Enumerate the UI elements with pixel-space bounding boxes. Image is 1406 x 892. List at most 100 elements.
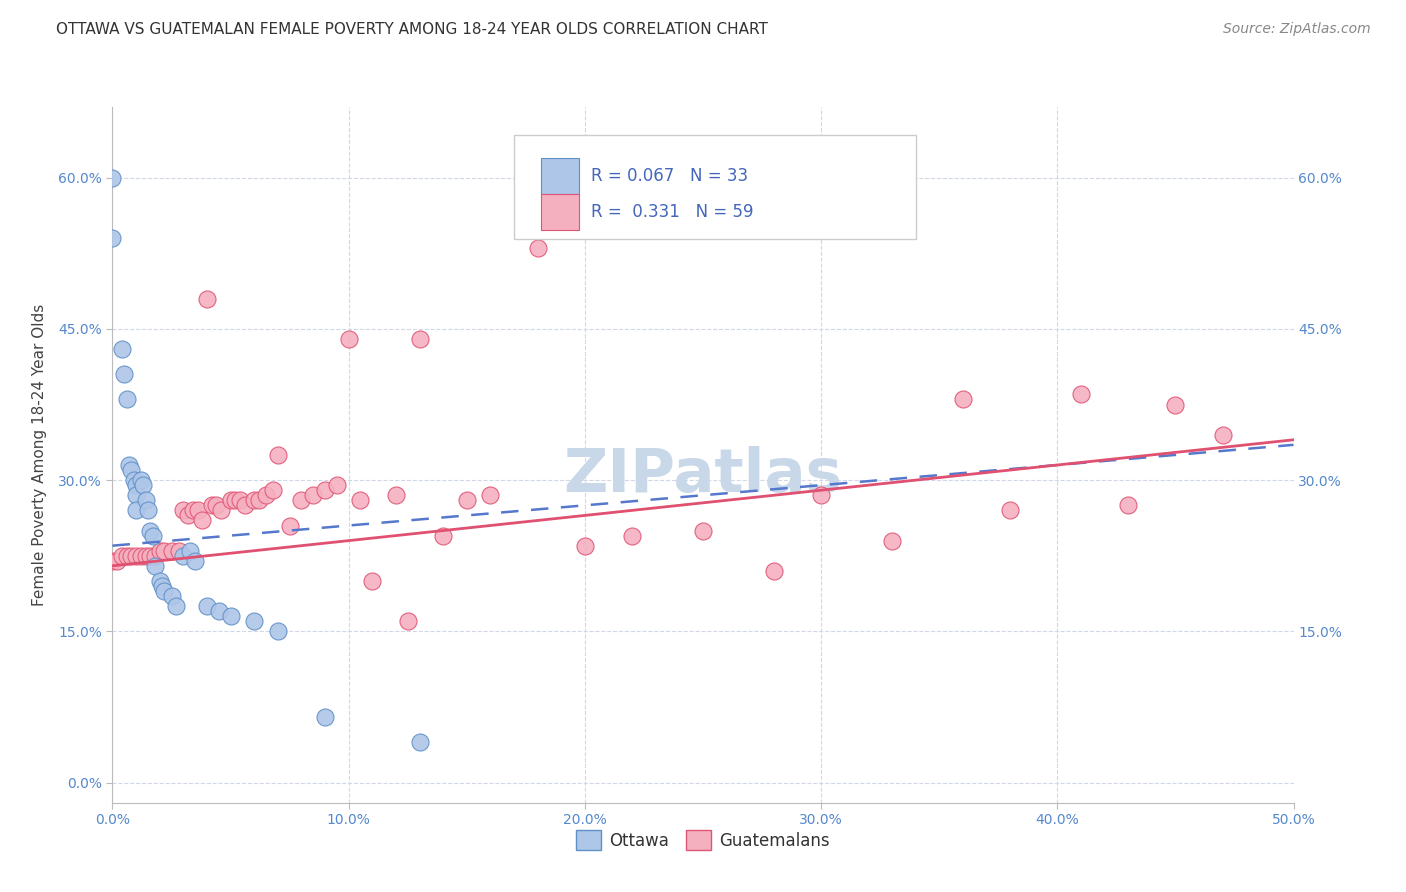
Point [1164,397,1187,411]
Point [125,503,148,517]
Point [243,615,266,629]
Point [139,524,162,538]
Point [184,554,207,568]
Point [172,503,194,517]
Point [125,478,148,492]
Point [179,543,201,558]
Point [195,292,218,306]
Point [361,574,384,588]
Point [111,549,134,563]
Point [880,533,903,548]
Point [101,170,124,185]
Point [952,392,974,407]
Point [167,543,190,558]
Point [129,549,152,563]
Point [125,488,148,502]
Point [1070,387,1092,401]
Point [1212,427,1234,442]
Point [136,503,159,517]
Point [195,599,218,614]
Point [209,503,232,517]
Point [101,554,124,568]
Point [149,543,172,558]
Point [153,584,176,599]
Point [1116,499,1139,513]
Point [150,579,173,593]
Point [112,368,135,382]
Point [408,735,430,749]
FancyBboxPatch shape [515,135,915,239]
Point [267,624,290,639]
Point [385,488,408,502]
Point [120,549,142,563]
Point [160,543,183,558]
Point [191,513,214,527]
Point [115,392,138,407]
Point [621,528,644,542]
Point [810,488,832,502]
Point [139,549,162,563]
Point [181,503,204,517]
Point [349,493,371,508]
Point [153,543,176,558]
Point [186,503,208,517]
Point [205,499,228,513]
Point [172,549,194,563]
Point [267,448,290,462]
Point [160,589,183,603]
Point [229,493,252,508]
Text: R =  0.331   N = 59: R = 0.331 N = 59 [591,203,754,221]
Point [208,604,231,618]
Point [526,241,548,255]
Point [125,549,148,563]
Point [574,539,596,553]
FancyBboxPatch shape [541,194,579,230]
Point [132,478,155,492]
Point [456,493,478,508]
Point [135,493,157,508]
Point [302,488,325,502]
FancyBboxPatch shape [541,158,579,194]
Point [396,615,419,629]
Point [290,493,312,508]
Point [165,599,187,614]
Point [115,549,138,563]
Point [129,473,152,487]
Point [135,549,157,563]
Point [224,493,246,508]
Point [149,574,172,588]
Text: OTTAWA VS GUATEMALAN FEMALE POVERTY AMONG 18-24 YEAR OLDS CORRELATION CHART: OTTAWA VS GUATEMALAN FEMALE POVERTY AMON… [56,22,768,37]
Point [219,609,242,624]
Point [408,332,430,346]
Text: R = 0.067   N = 33: R = 0.067 N = 33 [591,167,748,186]
Point [314,483,336,498]
Point [337,332,360,346]
Point [118,458,141,472]
Point [254,488,277,502]
Text: ZIPatlas: ZIPatlas [564,446,842,505]
Point [142,528,165,542]
Point [278,518,301,533]
Point [143,549,166,563]
Point [692,524,714,538]
Point [262,483,284,498]
Point [243,493,266,508]
Point [111,342,134,356]
Point [762,564,785,578]
Point [219,493,242,508]
Point [101,231,124,245]
Point [120,463,142,477]
Point [143,558,166,573]
Point [998,503,1021,517]
Point [432,528,454,542]
Legend: Ottawa, Guatemalans: Ottawa, Guatemalans [569,823,837,857]
Point [314,710,336,724]
Y-axis label: Female Poverty Among 18-24 Year Olds: Female Poverty Among 18-24 Year Olds [32,304,46,606]
Point [122,473,145,487]
Point [201,499,224,513]
Point [105,554,128,568]
Text: Source: ZipAtlas.com: Source: ZipAtlas.com [1223,22,1371,37]
Point [326,478,349,492]
Point [233,499,256,513]
Point [479,488,502,502]
